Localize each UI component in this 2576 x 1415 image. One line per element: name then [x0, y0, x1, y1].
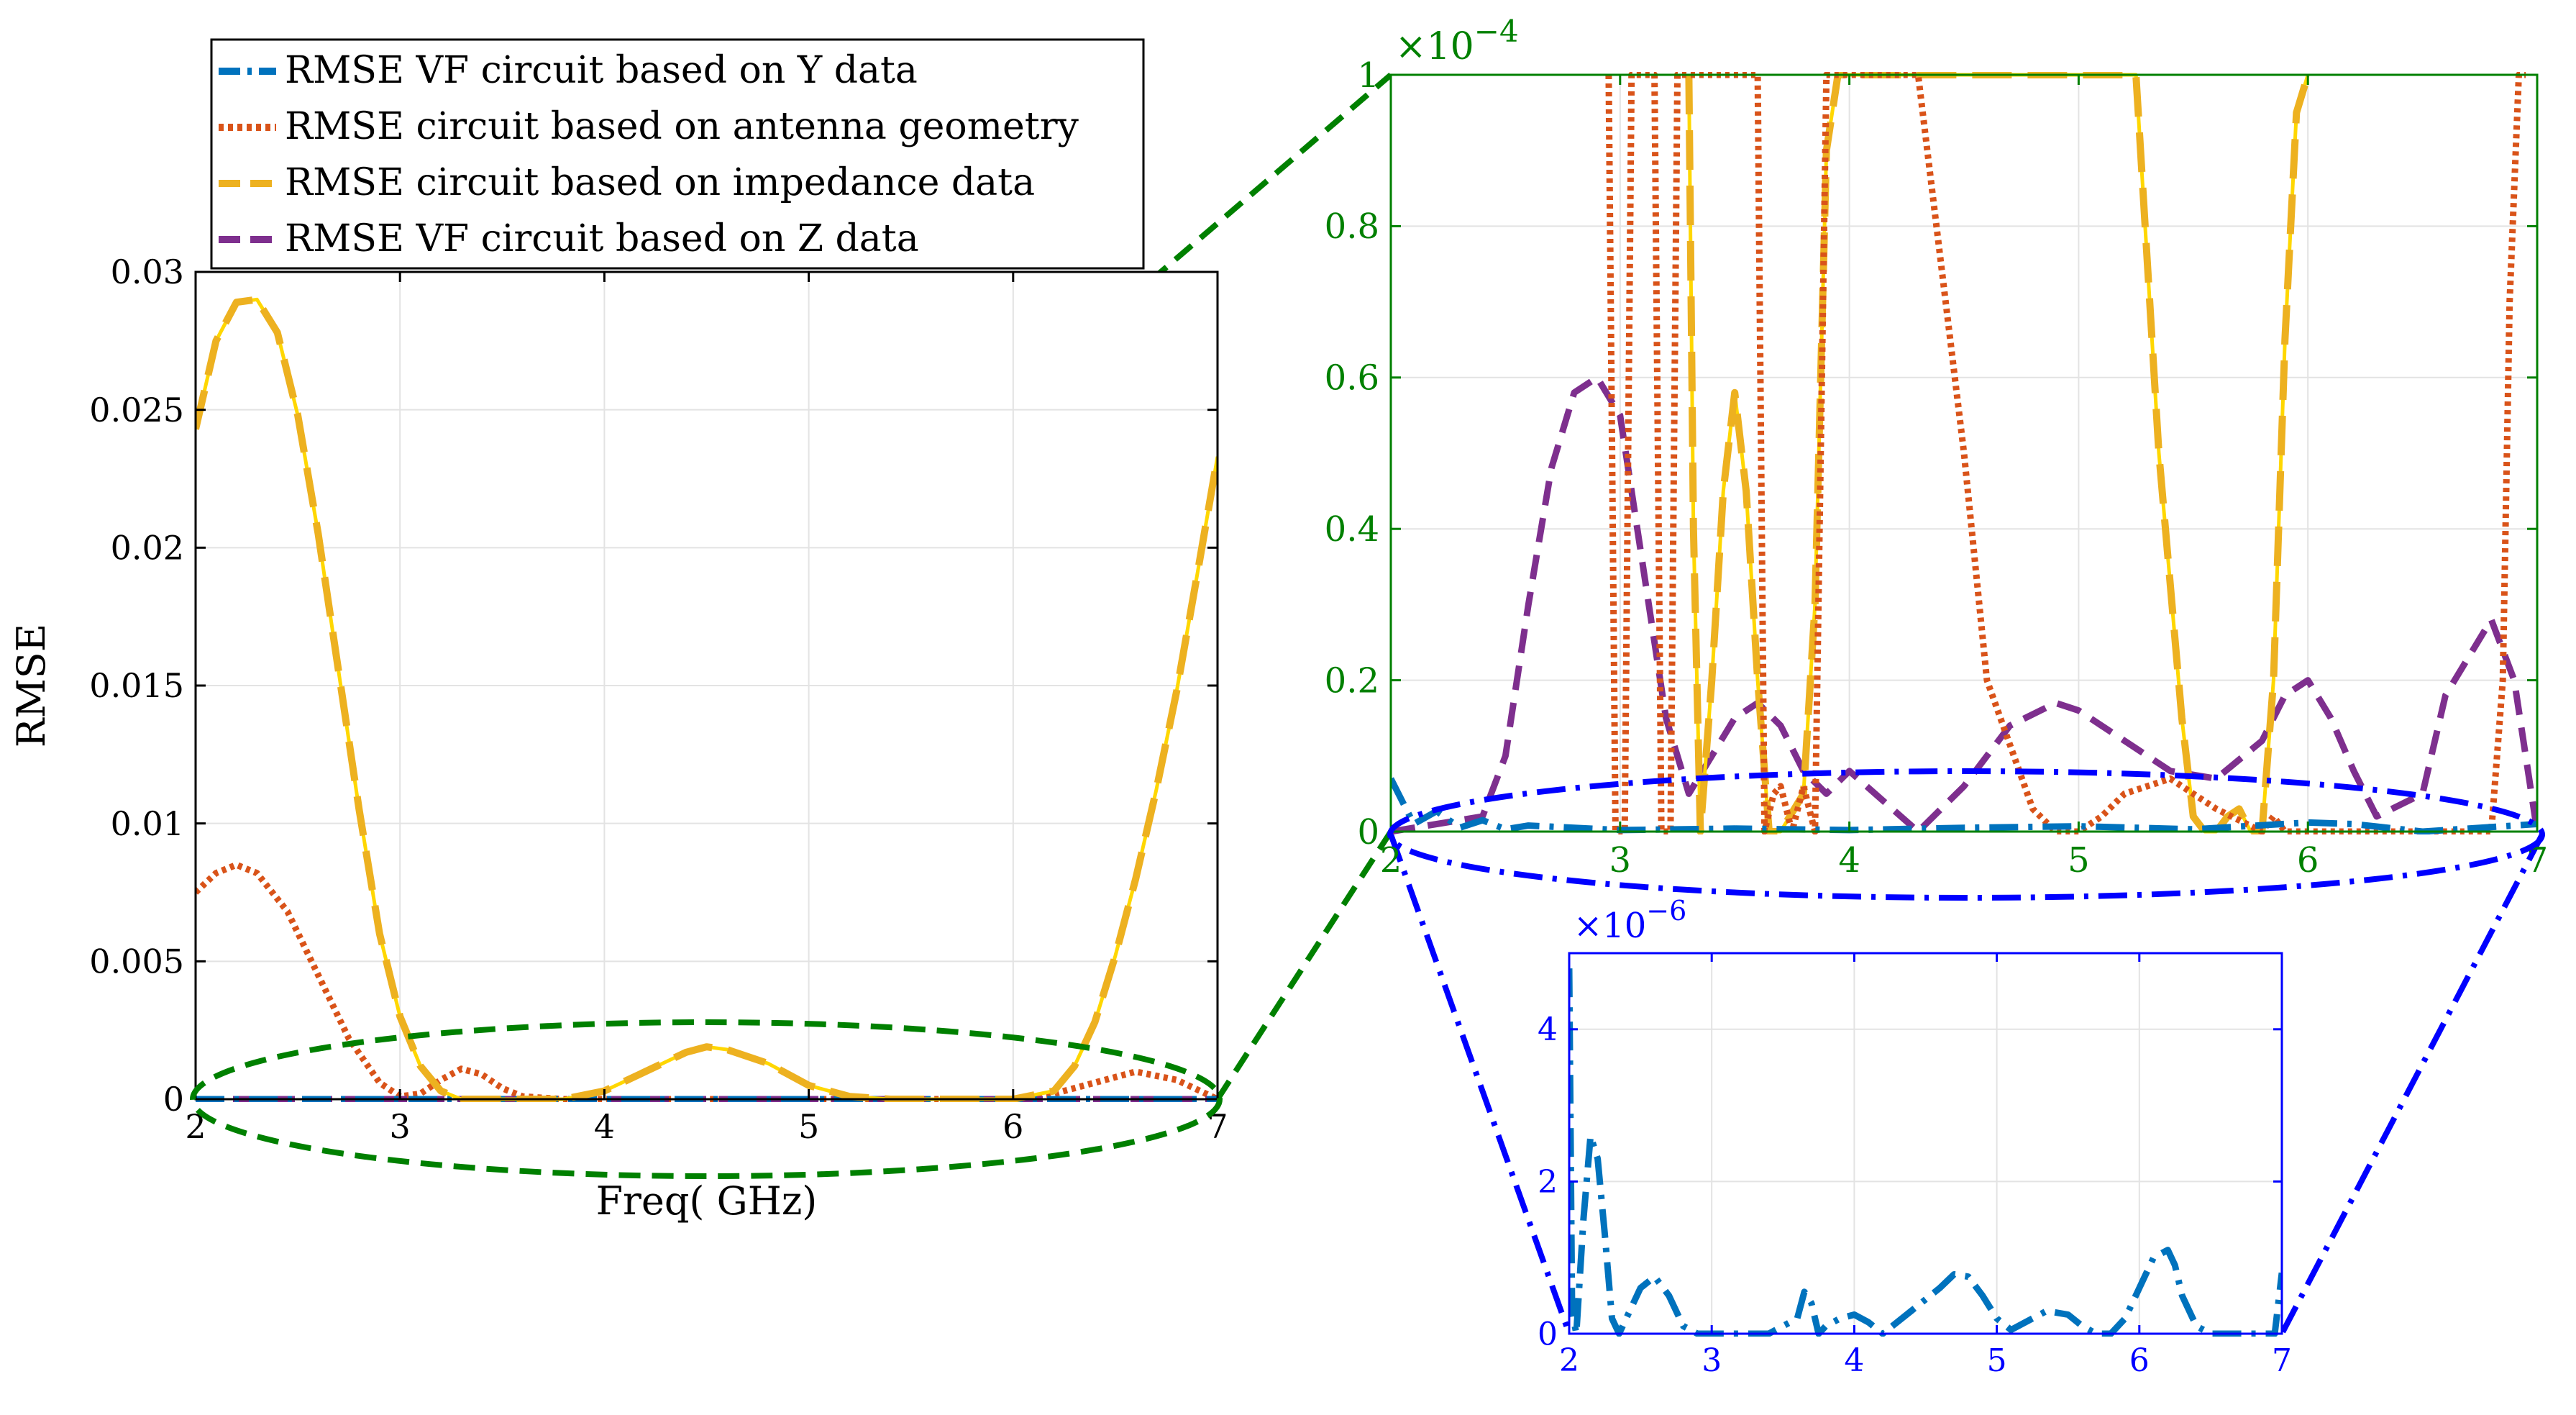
main-ytick-label: 0.03: [111, 252, 184, 291]
connector-green-left: [193, 72, 1393, 1102]
zoom1-ytick-label: 1: [1357, 55, 1379, 96]
zoom2-xtick-label: 6: [2129, 1342, 2150, 1379]
main-ytick-label: 0.025: [89, 391, 184, 429]
zoom1-series-rmse-vf-circuit-based-on-y-data: [1391, 777, 2537, 834]
main-plot: 2 3 4 5 6 700.0050.010.0150.020.0250.03Freq( …: [9, 252, 1228, 1224]
zoom-ellipse-green: [190, 1019, 1223, 1179]
zoom2-plot-area: [1569, 953, 2282, 1334]
zoom1-xtick-label: 3: [1609, 840, 1632, 881]
zoom2-ytick-label: 2: [1538, 1164, 1558, 1201]
legend: RMSE VF circuit based on Y data RMSE circ…: [210, 38, 1145, 270]
zoom1-exponent-base: ×10: [1395, 25, 1474, 68]
legend-item: RMSE VF circuit based on Y data: [219, 49, 918, 92]
legend-label: RMSE circuit based on impedance data: [285, 161, 1035, 204]
main-xtick-label: 6: [1002, 1107, 1023, 1146]
main-ylabel: RMSE: [9, 624, 54, 747]
zoom1-ytick-label: 0.8: [1325, 206, 1379, 247]
zoom2-xtick-label: 7: [2272, 1342, 2292, 1379]
zoom2-ytick-label: 4: [1538, 1011, 1558, 1048]
zoom2-exponent-base: ×10: [1574, 906, 1646, 946]
zoom-connectors: [193, 72, 2545, 1335]
legend-box: [210, 38, 1145, 270]
zoom1-xtick-label: 4: [1838, 840, 1860, 881]
zoom1-plot-area: [1391, 75, 2537, 832]
legend-item: RMSE circuit based on impedance data: [219, 161, 1035, 204]
legend-label: RMSE VF circuit based on Y data: [285, 49, 918, 92]
legend-label: RMSE circuit based on antenna geometry: [285, 105, 1079, 148]
zoom1-ytick-label: 0.2: [1325, 660, 1379, 701]
zoom-ellipse-blue: [1387, 768, 2545, 901]
zoom2-exponent-power: −6: [1646, 895, 1686, 927]
main-ytick-label: 0: [163, 1080, 184, 1119]
connector-green-right: [1215, 829, 1394, 1101]
zoom1-axes-box: [1389, 73, 2539, 833]
zoom2-xtick-label: 3: [1702, 1342, 1722, 1379]
zoom2-exponent-label: ×10−6: [1574, 895, 1686, 946]
main-xtick-label: 4: [594, 1107, 615, 1146]
legend-item: RMSE VF circuit based on Z data: [219, 217, 919, 260]
zoom1-xtick-label: 6: [2297, 840, 2319, 881]
zoom1-ytick-label: 0.6: [1325, 358, 1379, 399]
zoom-ellipses: [190, 768, 2545, 1179]
connector-blue-left: [1388, 833, 1572, 1335]
main-ytick-label: 0.02: [111, 528, 184, 567]
zoom2-axes-box: [1568, 952, 2283, 1335]
zoom1-series-rmse-circuit-based-on-antenna-geometry: [1605, 72, 2526, 834]
main-ytick-label: 0.01: [111, 804, 184, 843]
zoom1-xtick-label: 5: [2068, 840, 2090, 881]
main-xtick-label: 3: [390, 1107, 411, 1146]
zoom2-ytick-label: 0: [1538, 1316, 1558, 1352]
connector-blue-right: [2279, 833, 2545, 1335]
zoom2-xtick-label: 4: [1844, 1342, 1864, 1379]
main-xtick-label: 5: [798, 1107, 819, 1146]
zoom1-ytick-label: 0: [1357, 812, 1379, 852]
zoom2-xtick-label: 5: [1987, 1342, 2007, 1379]
main-series-rmse-circuit-based-on-impedance-data: [196, 296, 1218, 1102]
zoom1-ytick-label: 0.4: [1325, 509, 1379, 550]
zoom1-exponent-power: −4: [1474, 14, 1519, 49]
main-ytick-label: 0.005: [89, 942, 184, 981]
legend-item: RMSE circuit based on antenna geometry: [219, 105, 1079, 148]
zoom1-exponent-label: ×10−4: [1395, 14, 1519, 68]
zoom-plot-1e-4: 2 3 4 5 6 700.20.40.60.81×10−4: [1325, 14, 2549, 881]
main-xlabel: Freq( GHz): [596, 1178, 818, 1224]
main-ytick-label: 0.015: [89, 666, 184, 705]
legend-label: RMSE VF circuit based on Z data: [285, 217, 919, 260]
zoom2-series-group: [1569, 968, 2282, 1337]
zoom2-series-rmse-vf-circuit-based-on-y-data: [1569, 968, 2282, 1337]
zoom1-series-rmse-vf-circuit-based-on-z-data: [1391, 374, 2537, 834]
zoom2-xtick-label: 2: [1559, 1342, 1579, 1379]
